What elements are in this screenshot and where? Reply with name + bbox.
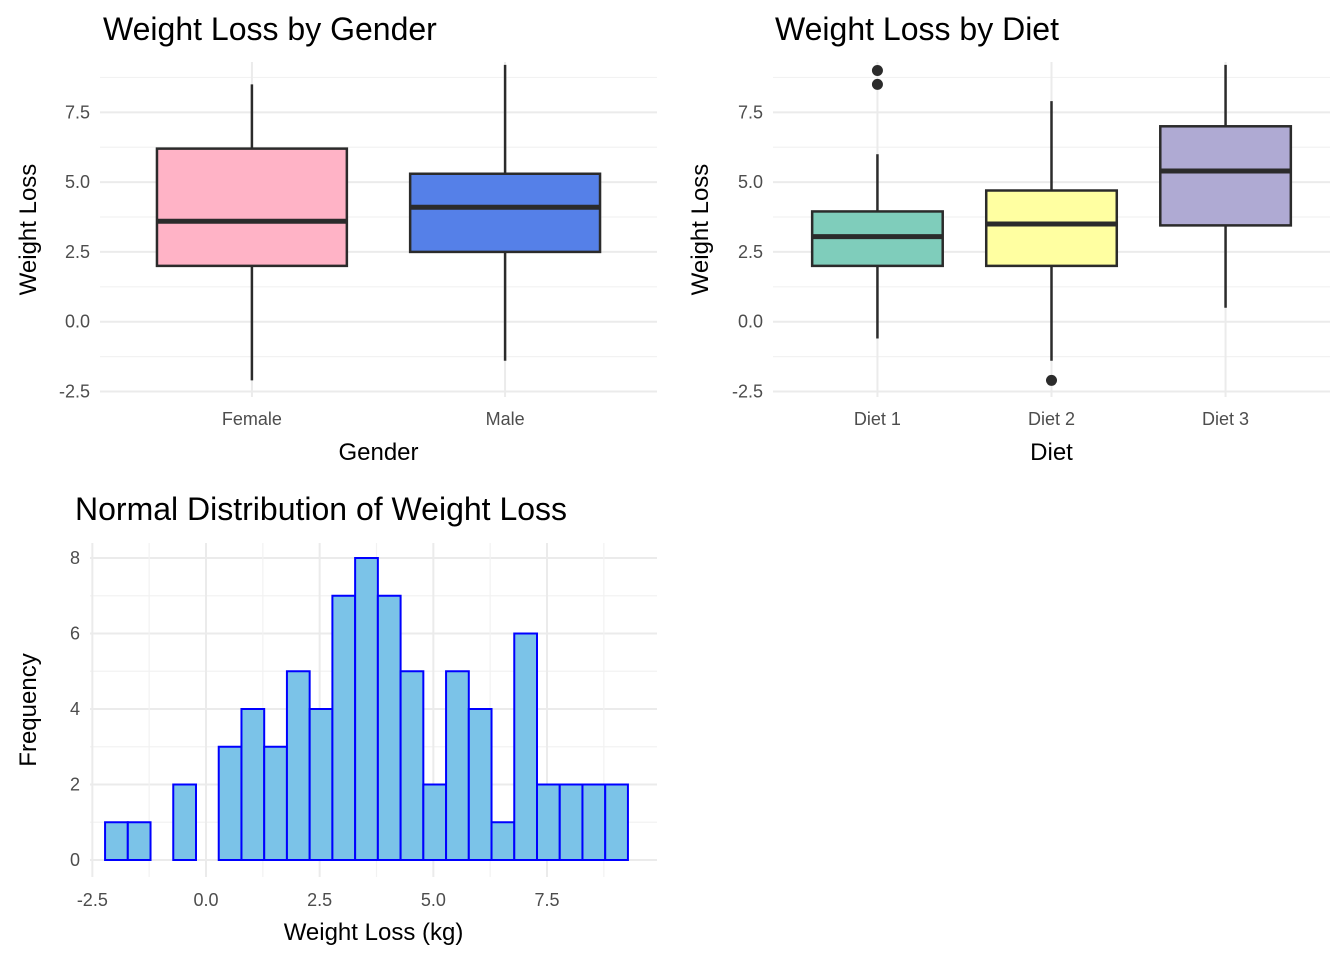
histogram-bar: [535, 783, 561, 861]
boxplot-panel-1: -2.5 0.0 2.5 5.0 7.5 Weight Loss by Gender Gen…: [15, 11, 657, 466]
histogram-bar: [581, 783, 607, 861]
box-diet-2: [984, 101, 1119, 386]
y-tick-label: 0.0: [738, 312, 763, 332]
x-tick-label: 5.0: [421, 890, 446, 910]
histogram-bar: [513, 632, 538, 861]
histogram-panel: 0 2 4 6 8 Normal Distribution of Weight Loss W…: [15, 491, 657, 946]
x-tick-label: 0.0: [193, 890, 218, 910]
y-tick-label: 4: [70, 699, 80, 719]
histogram-bar: [422, 783, 448, 861]
x-axis-title: Weight Loss (kg): [284, 919, 464, 946]
x-tick-label: 7.5: [534, 890, 559, 910]
box-male: [408, 64, 602, 361]
outlier-point: [871, 78, 883, 90]
histogram-bar: [604, 783, 629, 861]
histogram-bar: [354, 557, 379, 861]
histogram-bar: [285, 670, 311, 861]
y-tick-label: 5.0: [65, 172, 90, 192]
y-tick-label: 0.0: [65, 312, 90, 332]
y-axis-title: Weight Loss: [15, 164, 42, 296]
histogram-bar: [445, 670, 470, 861]
y-tick-label: 6: [70, 624, 80, 644]
box-diet-3: [1159, 64, 1293, 308]
x-tick-label: Diet 2: [1028, 409, 1075, 429]
y-tick-label: -2.5: [732, 382, 763, 402]
histogram-bar: [376, 594, 402, 861]
x-tick-label: Male: [486, 409, 525, 429]
y-tick-label: 8: [70, 548, 80, 568]
histogram-bar: [217, 745, 243, 861]
box-iqr: [408, 172, 602, 254]
box-female: [155, 84, 349, 381]
y-tick-label: 2.5: [65, 242, 90, 262]
y-tick-label: 0: [70, 850, 80, 870]
x-axis-title: Diet: [1030, 439, 1073, 466]
histogram-bar: [126, 821, 152, 861]
x-tick-label: Female: [222, 409, 282, 429]
y-tick-label: 2.5: [738, 242, 763, 262]
box-iqr: [155, 147, 349, 268]
histogram-bar: [172, 783, 197, 861]
y-axis-title: Frequency: [15, 653, 42, 766]
histogram-bar: [240, 708, 266, 861]
y-tick-label: 7.5: [738, 102, 763, 122]
chart-title: Weight Loss by Gender: [103, 11, 437, 47]
x-tick-label: 2.5: [307, 890, 332, 910]
y-tick-label: 2: [70, 775, 80, 795]
histogram-bar: [467, 708, 493, 861]
boxplot-panel-2: -2.5 0.0 2.5 5.0 7.5 Weight Loss by Diet Diet W…: [687, 11, 1330, 466]
histogram-bar: [331, 594, 357, 861]
histogram-bar: [104, 821, 129, 861]
y-tick-label: 7.5: [65, 102, 90, 122]
y-tick-label: 5.0: [738, 172, 763, 192]
histogram-bar: [558, 783, 584, 861]
y-tick-label: -2.5: [59, 382, 90, 402]
outlier-point: [1046, 374, 1057, 386]
histogram-bar: [399, 670, 425, 861]
x-axis-title: Gender: [338, 439, 418, 466]
y-axis-title: Weight Loss: [687, 164, 714, 296]
box-diet-1: [810, 64, 944, 339]
box-iqr: [984, 189, 1119, 268]
x-tick-label: -2.5: [77, 890, 108, 910]
x-tick-label: Diet 3: [1202, 409, 1249, 429]
box-iqr: [1159, 125, 1293, 227]
histogram-bar: [490, 821, 516, 861]
outlier-point: [871, 64, 883, 76]
chart-title: Normal Distribution of Weight Loss: [75, 491, 567, 527]
chart-title: Weight Loss by Diet: [775, 11, 1059, 47]
x-tick-label: Diet 1: [854, 409, 901, 429]
histogram-bar: [263, 745, 288, 861]
histogram-bar: [308, 708, 334, 861]
